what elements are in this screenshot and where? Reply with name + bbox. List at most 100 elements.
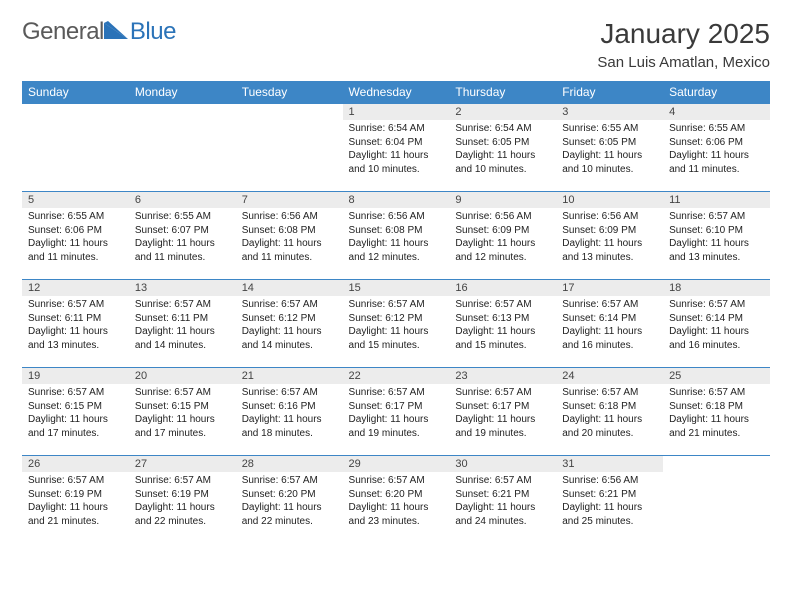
day-details: Sunrise: 6:54 AMSunset: 6:05 PMDaylight:…	[449, 120, 556, 180]
sunrise-text: Sunrise: 6:56 AM	[455, 210, 550, 224]
calendar-day-cell: 5Sunrise: 6:55 AMSunset: 6:06 PMDaylight…	[22, 192, 129, 280]
weekday-header: Friday	[556, 81, 663, 104]
day1-text: Daylight: 11 hours	[135, 413, 230, 427]
day-number: 27	[129, 456, 236, 472]
day1-text: Daylight: 11 hours	[562, 237, 657, 251]
brand-name-part1: General	[22, 18, 104, 46]
day-number: 25	[663, 368, 770, 384]
day-number: 4	[663, 104, 770, 120]
day-details: Sunrise: 6:57 AMSunset: 6:14 PMDaylight:…	[663, 296, 770, 356]
calendar-day-cell: 4Sunrise: 6:55 AMSunset: 6:06 PMDaylight…	[663, 104, 770, 192]
calendar-day-cell: 28Sunrise: 6:57 AMSunset: 6:20 PMDayligh…	[236, 456, 343, 544]
calendar-day-cell: 12Sunrise: 6:57 AMSunset: 6:11 PMDayligh…	[22, 280, 129, 368]
day2-text: and 10 minutes.	[349, 163, 444, 177]
sunrise-text: Sunrise: 6:57 AM	[349, 386, 444, 400]
weekday-header: Thursday	[449, 81, 556, 104]
sunrise-text: Sunrise: 6:57 AM	[455, 474, 550, 488]
day2-text: and 25 minutes.	[562, 515, 657, 529]
weekday-header: Monday	[129, 81, 236, 104]
sunrise-text: Sunrise: 6:57 AM	[135, 386, 230, 400]
sunset-text: Sunset: 6:15 PM	[28, 400, 123, 414]
calendar-day-cell: 20 Sunrise: 6:57 AMSunset: 6:15 PMDayligh…	[129, 368, 236, 456]
sunset-text: Sunset: 6:17 PM	[455, 400, 550, 414]
day-number: 24	[556, 368, 663, 384]
day-number: 21	[236, 368, 343, 384]
day2-text: and 15 minutes.	[455, 339, 550, 353]
sunset-text: Sunset: 6:14 PM	[669, 312, 764, 326]
day-details: Sunrise: 6:57 AMSunset: 6:12 PMDaylight:…	[236, 296, 343, 356]
calendar-day-cell: 21Sunrise: 6:57 AMSunset: 6:16 PMDayligh…	[236, 368, 343, 456]
calendar-table: Sunday Monday Tuesday Wednesday Thursday…	[22, 81, 770, 544]
day-number: 23	[449, 368, 556, 384]
day-details: Sunrise: 6:57 AMSunset: 6:21 PMDaylight:…	[449, 472, 556, 532]
day-details: Sunrise: 6:55 AMSunset: 6:06 PMDaylight:…	[663, 120, 770, 180]
calendar-day-cell: 17Sunrise: 6:57 AMSunset: 6:14 PMDayligh…	[556, 280, 663, 368]
day-number: 29	[343, 456, 450, 472]
day2-text: and 13 minutes.	[562, 251, 657, 265]
location-label: San Luis Amatlan, Mexico	[597, 54, 770, 71]
day-number: 10	[556, 192, 663, 208]
weekday-header: Wednesday	[343, 81, 450, 104]
day-number: 8	[343, 192, 450, 208]
calendar-day-cell: 9Sunrise: 6:56 AMSunset: 6:09 PMDaylight…	[449, 192, 556, 280]
day2-text: and 18 minutes.	[242, 427, 337, 441]
calendar-day-cell: 18Sunrise: 6:57 AMSunset: 6:14 PMDayligh…	[663, 280, 770, 368]
sunrise-text: Sunrise: 6:57 AM	[135, 474, 230, 488]
day1-text: Daylight: 11 hours	[28, 325, 123, 339]
day-number: 9	[449, 192, 556, 208]
weekday-header: Tuesday	[236, 81, 343, 104]
day-details: Sunrise: 6:57 AMSunset: 6:16 PMDaylight:…	[236, 384, 343, 444]
title-block: January 2025 San Luis Amatlan, Mexico	[597, 18, 770, 71]
sunrise-text: Sunrise: 6:57 AM	[28, 298, 123, 312]
day1-text: Daylight: 11 hours	[669, 325, 764, 339]
day2-text: and 10 minutes.	[455, 163, 550, 177]
day-number: 26	[22, 456, 129, 472]
day1-text: Daylight: 11 hours	[242, 237, 337, 251]
sunrise-text: Sunrise: 6:57 AM	[28, 386, 123, 400]
day-details: Sunrise: 6:57 AMSunset: 6:10 PMDaylight:…	[663, 208, 770, 268]
day1-text: Daylight: 11 hours	[562, 149, 657, 163]
day-number: 5	[22, 192, 129, 208]
sunset-text: Sunset: 6:09 PM	[562, 224, 657, 238]
sunrise-text: Sunrise: 6:57 AM	[455, 298, 550, 312]
day2-text: and 19 minutes.	[349, 427, 444, 441]
sunset-text: Sunset: 6:12 PM	[349, 312, 444, 326]
day1-text: Daylight: 11 hours	[349, 237, 444, 251]
day1-text: Daylight: 11 hours	[562, 501, 657, 515]
sunrise-text: Sunrise: 6:55 AM	[28, 210, 123, 224]
sunset-text: Sunset: 6:11 PM	[135, 312, 230, 326]
day-details: Sunrise: 6:55 AMSunset: 6:06 PMDaylight:…	[22, 208, 129, 268]
day2-text: and 22 minutes.	[135, 515, 230, 529]
sunset-text: Sunset: 6:07 PM	[135, 224, 230, 238]
calendar-day-cell: 14Sunrise: 6:57 AMSunset: 6:12 PMDayligh…	[236, 280, 343, 368]
sunset-text: Sunset: 6:09 PM	[455, 224, 550, 238]
day2-text: and 17 minutes.	[28, 427, 123, 441]
day2-text: and 21 minutes.	[669, 427, 764, 441]
calendar-day-cell: 22Sunrise: 6:57 AMSunset: 6:17 PMDayligh…	[343, 368, 450, 456]
sunrise-text: Sunrise: 6:57 AM	[349, 474, 444, 488]
day-number: 20	[129, 368, 236, 384]
calendar-day-cell: 15Sunrise: 6:57 AMSunset: 6:12 PMDayligh…	[343, 280, 450, 368]
sunrise-text: Sunrise: 6:54 AM	[349, 122, 444, 136]
calendar-week-row: 5Sunrise: 6:55 AMSunset: 6:06 PMDaylight…	[22, 192, 770, 280]
day2-text: and 22 minutes.	[242, 515, 337, 529]
day1-text: Daylight: 11 hours	[349, 149, 444, 163]
day-number: 3	[556, 104, 663, 120]
day-number: 11	[663, 192, 770, 208]
sunset-text: Sunset: 6:13 PM	[455, 312, 550, 326]
day1-text: Daylight: 11 hours	[669, 413, 764, 427]
day1-text: Daylight: 11 hours	[455, 325, 550, 339]
sunset-text: Sunset: 6:15 PM	[135, 400, 230, 414]
day-details: Sunrise: 6:57 AMSunset: 6:19 PMDaylight:…	[22, 472, 129, 532]
calendar-day-cell: 27Sunrise: 6:57 AMSunset: 6:19 PMDayligh…	[129, 456, 236, 544]
calendar-day-cell: 1Sunrise: 6:54 AMSunset: 6:04 PMDaylight…	[343, 104, 450, 192]
sunrise-text: Sunrise: 6:56 AM	[349, 210, 444, 224]
day2-text: and 24 minutes.	[455, 515, 550, 529]
calendar-day-cell: 13Sunrise: 6:57 AMSunset: 6:11 PMDayligh…	[129, 280, 236, 368]
day2-text: and 12 minutes.	[455, 251, 550, 265]
sunrise-text: Sunrise: 6:56 AM	[562, 210, 657, 224]
sunset-text: Sunset: 6:19 PM	[135, 488, 230, 502]
sunrise-text: Sunrise: 6:57 AM	[669, 386, 764, 400]
page-title: January 2025	[597, 18, 770, 50]
day1-text: Daylight: 11 hours	[455, 413, 550, 427]
